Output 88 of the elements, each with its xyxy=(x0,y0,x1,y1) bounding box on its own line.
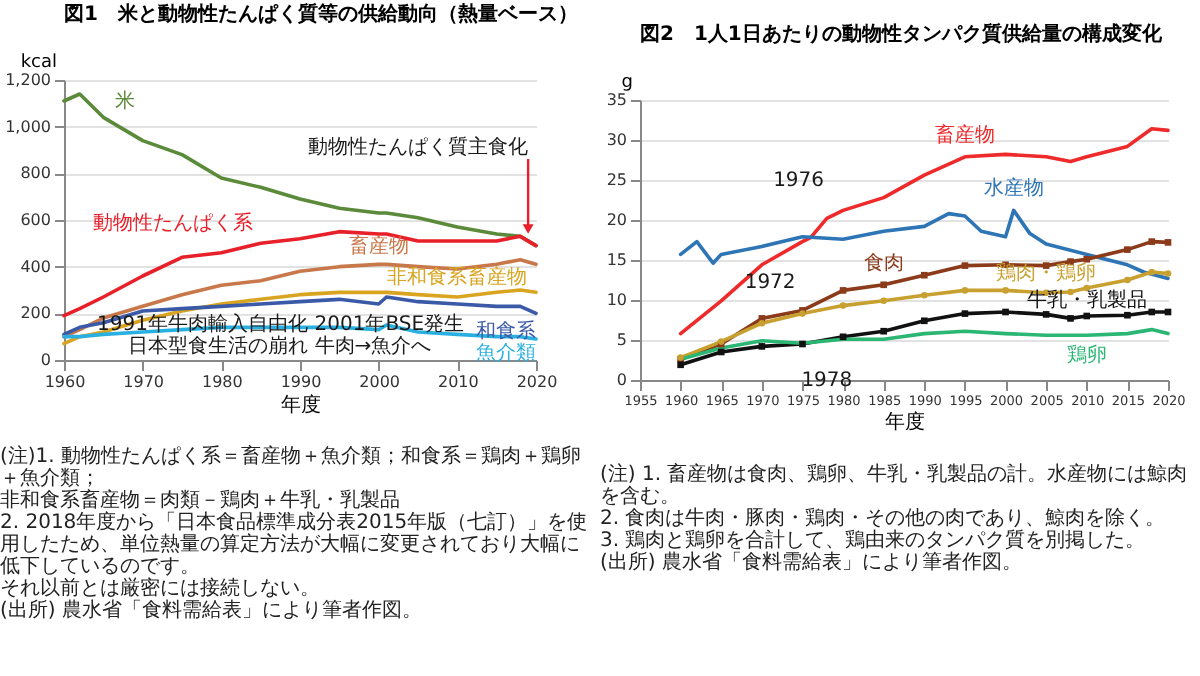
y-tick-label: 15 xyxy=(606,251,627,269)
x-tick-label: 1970 xyxy=(123,373,165,391)
text: 非和食系畜産物＝肉類－鶏肉＋牛乳・乳製品 xyxy=(0,490,402,512)
x-tick-label: 2000 xyxy=(359,373,401,391)
point xyxy=(839,302,847,309)
x-axis-title: 年度 xyxy=(885,410,925,434)
annotation: 1978 xyxy=(801,369,853,392)
y-tick-label: 5 xyxy=(616,331,627,349)
point xyxy=(1124,311,1131,319)
annotation: 1976 xyxy=(773,169,825,192)
point xyxy=(1124,246,1131,253)
y-tick-label: 0 xyxy=(40,351,51,369)
annotation: 1972 xyxy=(744,272,796,294)
y-tick-label: 200 xyxy=(20,304,51,323)
point xyxy=(880,281,888,289)
series-label: 鶏肉・鶏卵 xyxy=(996,260,1097,285)
y-tick-label: 20 xyxy=(606,211,627,229)
chart-title: 図2 1人1日あたりの動物性タンパク質供給量の構成変化 xyxy=(640,22,1164,46)
point xyxy=(880,327,888,335)
y-tick-label: 1,000 xyxy=(5,117,51,136)
series-label: 米 xyxy=(115,89,136,114)
point xyxy=(1067,315,1074,322)
point xyxy=(920,271,928,279)
x-tick-label: 1990 xyxy=(280,373,322,391)
x-tick-label: 1980 xyxy=(201,373,243,391)
annotation: 日本型食生活の崩れ xyxy=(127,334,308,358)
x-tick-label: 1960 xyxy=(44,373,86,391)
point xyxy=(961,287,969,294)
point xyxy=(1148,268,1156,276)
text: 2. 2018年度から「日本食品標準成分表2015年版（七訂）」を使用したため、単位熱量の算定方法が大幅に変更されており大幅に低下しているのです。 xyxy=(0,512,590,578)
line-series xyxy=(678,127,1170,336)
point xyxy=(1124,276,1131,284)
x-tick-label: 2010 xyxy=(437,373,479,391)
series-label: 動物性たんぱく系 xyxy=(92,211,253,236)
point xyxy=(880,297,888,305)
point xyxy=(758,343,766,350)
point xyxy=(717,348,725,356)
y-tick-label: 35 xyxy=(606,91,627,109)
point xyxy=(1148,308,1156,316)
series-label: 食肉 xyxy=(863,250,904,275)
series-label: 畜産物 xyxy=(934,122,995,147)
y-tick-label: 1,200 xyxy=(5,71,51,89)
series-label: 非和食系畜産物 xyxy=(387,265,528,289)
point xyxy=(1002,308,1009,316)
point xyxy=(961,262,969,269)
point xyxy=(1002,287,1009,294)
y-tick-label: 10 xyxy=(606,291,627,309)
point xyxy=(1042,262,1050,269)
point xyxy=(1164,239,1172,246)
text: (出所) 農水省「食料需給表」により筆者作図。 xyxy=(0,600,424,622)
series-label: 畜産物 xyxy=(348,234,409,259)
series-label: 牛乳・乳製品 xyxy=(1026,288,1147,312)
series-label: 水産物 xyxy=(983,176,1044,201)
text: (出所) 農水省「食料需給表」により筆者作図。 xyxy=(600,552,1024,574)
point xyxy=(839,333,847,341)
point xyxy=(799,340,806,348)
text: 3. 鶏肉と鶏卵を合計して、鶏由来のタンパク質を別掲した。 xyxy=(600,530,1148,552)
annotation: 牛肉→魚介へ xyxy=(314,334,432,358)
point xyxy=(1148,238,1156,245)
series-label: 魚介類 xyxy=(476,341,536,365)
y-tick-label: 600 xyxy=(20,211,51,229)
point xyxy=(920,317,928,325)
point xyxy=(1164,270,1172,277)
chart-title: 図1 米と動物性たんぱく質等の供給動向（熱量ベース） xyxy=(64,2,578,26)
x-tick-label: 2020 xyxy=(516,373,558,391)
point xyxy=(758,319,766,327)
y-axis-title: kcal xyxy=(20,53,57,73)
point xyxy=(1067,288,1074,296)
point xyxy=(839,287,847,294)
y-tick-label: 800 xyxy=(20,164,51,183)
annotation: 動物性たんぱく質主食化 xyxy=(308,135,529,159)
y-tick-label: 400 xyxy=(20,257,51,276)
point xyxy=(961,310,969,317)
series-label: 鶏卵 xyxy=(1066,343,1107,368)
point xyxy=(1042,311,1050,318)
point xyxy=(920,291,928,299)
y-tick-label: 30 xyxy=(606,131,627,149)
x-axis-title: 年度 xyxy=(281,393,321,417)
line-series xyxy=(62,257,538,339)
y-tick-label: 0 xyxy=(616,371,627,389)
y-tick-label: 25 xyxy=(606,171,627,189)
text: それ以前とは厳密には接続しない。 xyxy=(0,578,322,600)
y-axis-title: g xyxy=(621,73,633,93)
point xyxy=(677,361,684,369)
text: 2. 食肉は牛肉・豚肉・鶏肉・その他の肉であり、鯨肉を除く。 xyxy=(600,508,1168,530)
text: (注)1. 動物性たんぱく系＝畜産物＋魚介類；和食系＝鶏肉＋鶏卵＋魚介類； xyxy=(0,446,584,490)
point xyxy=(1083,312,1091,320)
text: (注) 1. 畜産物は食肉、鶏卵、牛乳・乳製品の計。水産物には鯨肉を含む。 xyxy=(600,464,1190,508)
